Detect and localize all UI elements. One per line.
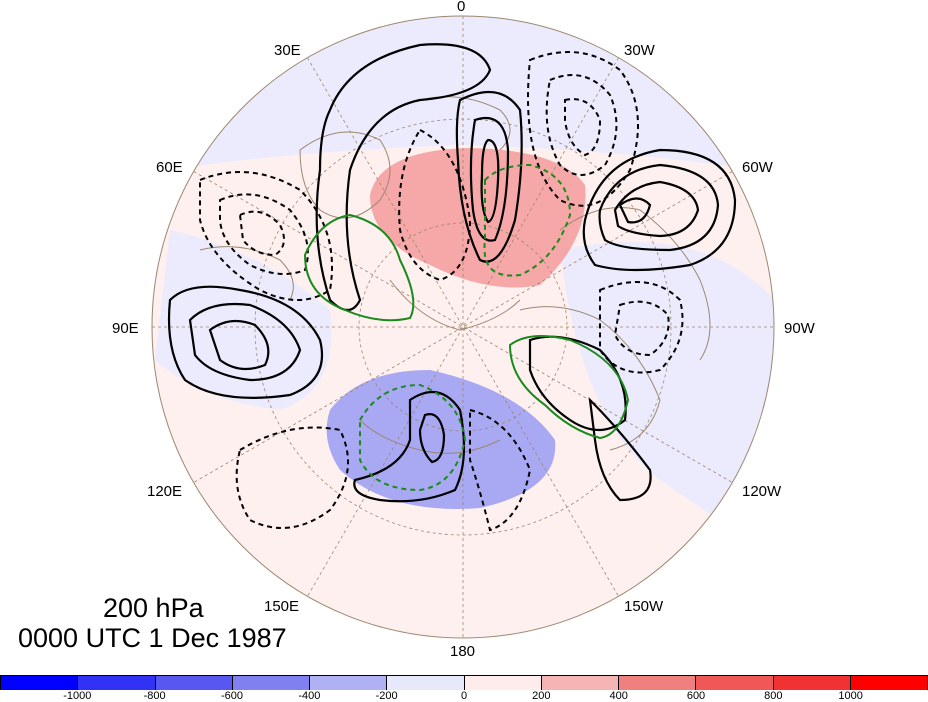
lon-label-120e: 120E: [147, 483, 183, 500]
negative-contours: [199, 51, 684, 532]
colorbar-tick-label: -800: [143, 690, 166, 702]
coastlines: [199, 96, 711, 454]
graticule: [152, 16, 774, 638]
colorbar-segment: [541, 676, 619, 690]
colorbar-tick-label: 800: [764, 690, 783, 702]
colorbar-tick-label: 0: [460, 690, 468, 702]
weak-negative-shading-west: [155, 230, 332, 410]
positive-anomaly-shading: [370, 148, 586, 288]
colorbar-tick-label: -400: [298, 690, 321, 702]
colorbar: [0, 675, 928, 690]
weak-negative-shading-east: [560, 241, 774, 560]
colorbar-segment: [0, 676, 79, 690]
colorbar-segment: [696, 676, 774, 690]
colorbar-segment: [232, 676, 310, 690]
colorbar-segment: [78, 676, 156, 690]
lon-label-60w: 60W: [742, 159, 773, 176]
colorbar-segment: [387, 676, 465, 690]
lon-label-120w: 120W: [742, 483, 782, 500]
colorbar-segment: [619, 676, 697, 690]
map-border: [151, 15, 775, 639]
lon-label-150e: 150E: [264, 598, 300, 615]
colorbar-segment: [310, 676, 388, 690]
lon-label-60e: 60E: [156, 159, 183, 176]
colorbar-tick-label: 400: [609, 690, 628, 702]
lon-label-30e: 30E: [274, 42, 301, 59]
positive-contours: [167, 43, 737, 503]
lon-label-90w: 90W: [784, 320, 815, 337]
green-contours: [303, 163, 630, 492]
colorbar-tick-label: -600: [220, 690, 244, 702]
pressure-level-label: 200 hPa: [103, 593, 204, 623]
colorbar-tick-label: 1000: [838, 690, 863, 702]
colorbar-tick-label: 200: [532, 690, 551, 702]
negative-anomaly-shading: [326, 370, 556, 509]
colorbar-segment: [464, 676, 542, 690]
map-disk: [152, 16, 774, 638]
lon-label-90e: 90E: [112, 320, 139, 337]
colorbar-tick-label: 600: [686, 690, 706, 702]
colorbar-segment: [773, 676, 851, 690]
colorbar-segment: [850, 676, 928, 690]
colorbar-tick-label: -1000: [63, 690, 92, 702]
lon-label-150w: 150W: [624, 598, 664, 615]
datetime-label: 0000 UTC 1 Dec 1987: [18, 623, 287, 653]
lon-label-30w: 30W: [624, 42, 655, 59]
lon-label-180: 180: [450, 643, 476, 660]
colorbar-segment: [155, 676, 233, 690]
lon-label-0: 0: [457, 0, 466, 15]
colorbar-tick-label: -200: [375, 690, 398, 702]
